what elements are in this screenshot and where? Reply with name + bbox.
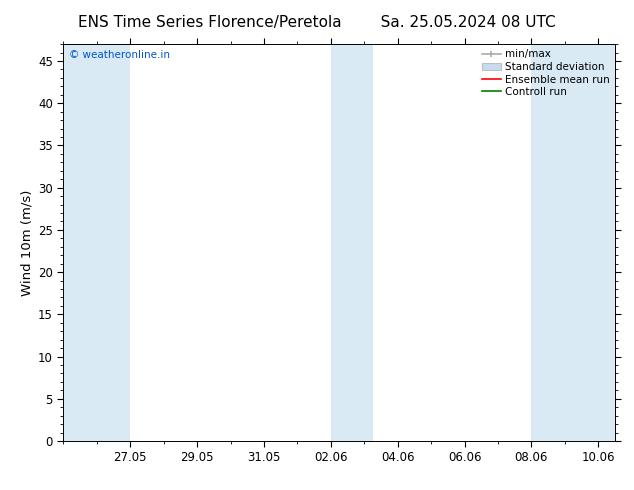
Bar bbox=[531, 44, 615, 441]
Legend: min/max, Standard deviation, Ensemble mean run, Controll run: min/max, Standard deviation, Ensemble me… bbox=[480, 47, 612, 99]
Y-axis label: Wind 10m (m/s): Wind 10m (m/s) bbox=[21, 189, 34, 296]
Text: ENS Time Series Florence/Peretola        Sa. 25.05.2024 08 UTC: ENS Time Series Florence/Peretola Sa. 25… bbox=[78, 15, 556, 30]
Text: © weatheronline.in: © weatheronline.in bbox=[69, 50, 170, 60]
Bar bbox=[331, 44, 373, 441]
Bar bbox=[63, 44, 130, 441]
